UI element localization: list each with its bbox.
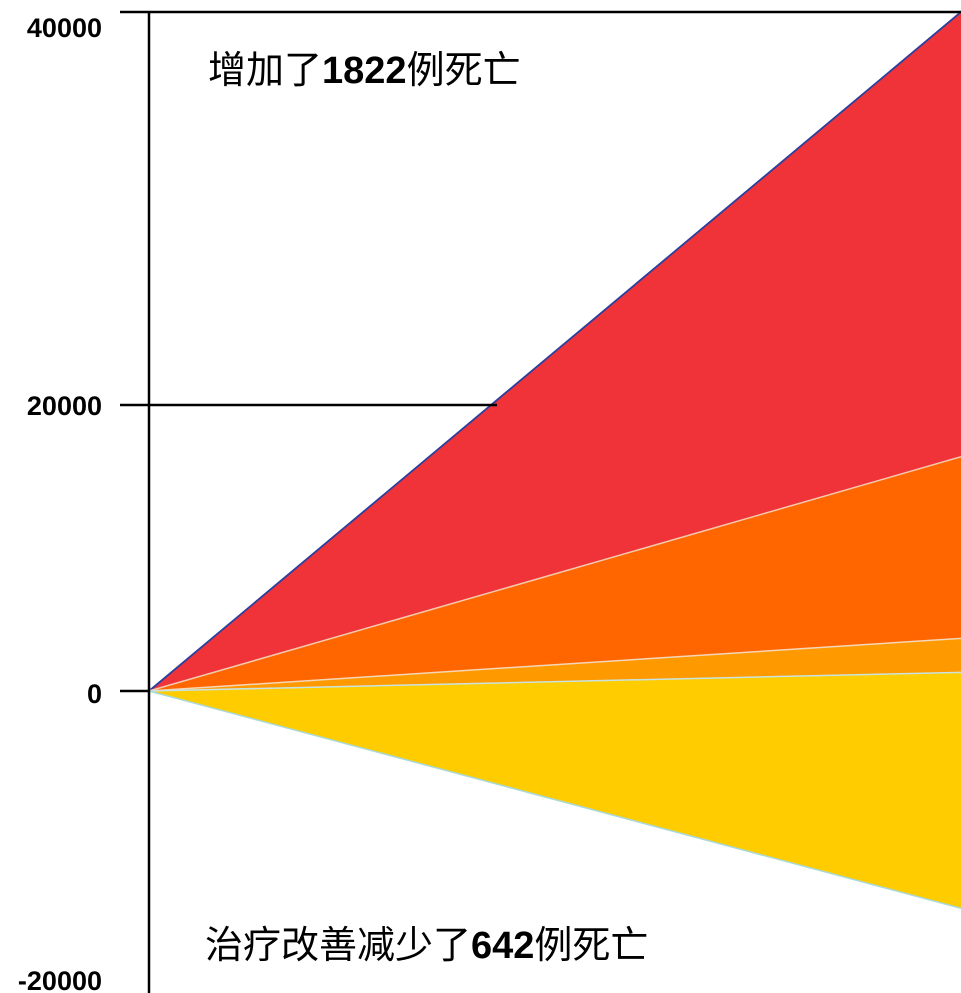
series-line-4: [148, 671, 961, 692]
annotation-decrease-prefix: 治疗改善减少了: [205, 923, 471, 967]
series-line-2: [148, 456, 961, 692]
series-line-3: [148, 637, 961, 692]
annotation-increase-prefix: 增加了: [208, 48, 322, 92]
y-tick-label-neg20000: -20000: [18, 966, 102, 993]
area-fills: [149, 12, 961, 909]
y-tick-labels: 40000 20000 0 -20000: [18, 13, 102, 993]
y-tick-label-0: 0: [87, 679, 102, 709]
series-line-5: [148, 690, 961, 910]
annotation-increase-number: 1822: [322, 50, 407, 92]
annotation-decrease: 治疗改善减少了642例死亡: [205, 923, 648, 967]
series-lines: [148, 11, 961, 910]
y-tick-label-40000: 40000: [27, 13, 102, 43]
area-band-yellow: [149, 672, 961, 909]
annotation-decrease-number: 642: [471, 925, 534, 967]
series-line-1: [148, 11, 961, 692]
annotation-increase-suffix: 例死亡: [407, 48, 521, 92]
annotation-decrease-suffix: 例死亡: [534, 923, 648, 967]
y-axis: [120, 10, 961, 993]
annotation-increase: 增加了1822例死亡: [208, 48, 521, 92]
y-tick-label-20000: 20000: [27, 391, 102, 421]
